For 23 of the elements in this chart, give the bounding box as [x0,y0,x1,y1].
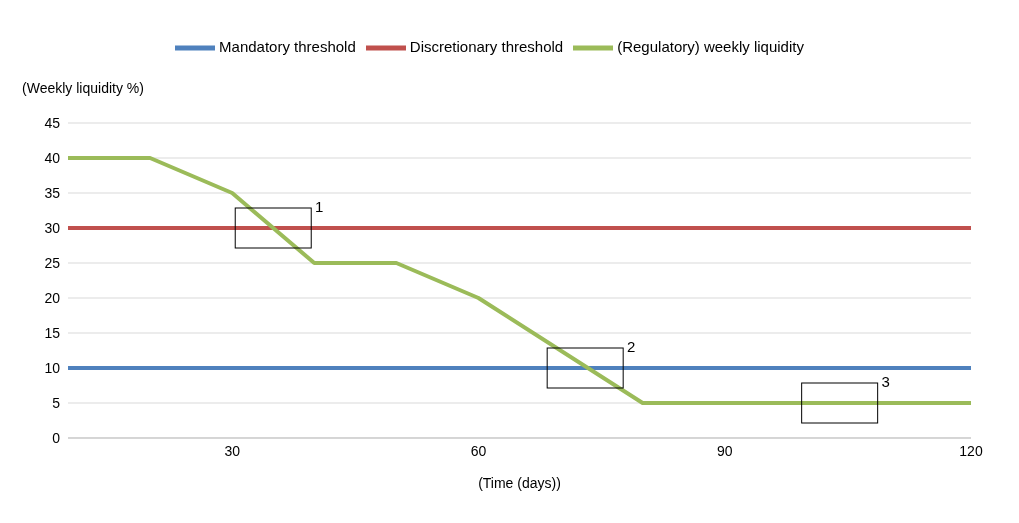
y-tick-label: 25 [44,254,61,271]
y-tick-label: 20 [44,289,61,306]
y-tick-label: 40 [44,149,61,166]
line-series [68,156,971,405]
annotation: 2 [627,337,636,355]
legend-label: Discretionary threshold [409,37,564,55]
annotation: 1 [315,197,324,215]
y-tick-label: 5 [52,394,61,411]
y-tick-label: 45 [44,114,61,131]
x-tick-label: 90 [716,442,733,459]
y-tick-label: 10 [44,359,61,376]
y-tick-label: 15 [44,324,61,341]
legend-label: Mandatory threshold [219,37,356,55]
legend-label: (Regulatory) weekly liquidity [617,37,804,55]
x-tick-label: 30 [224,442,241,459]
y-tick-label: 35 [44,184,61,201]
y-tick-label: 0 [52,429,61,446]
x-tick-label: 60 [470,442,487,459]
annotation: 3 [881,372,890,390]
x-tick-label: 120 [959,442,983,459]
y-axis-title: (Weekly liquidity %) [22,80,144,96]
x-axis-title: (Time (days)) [478,474,561,491]
y-tick-label: 30 [44,219,61,236]
